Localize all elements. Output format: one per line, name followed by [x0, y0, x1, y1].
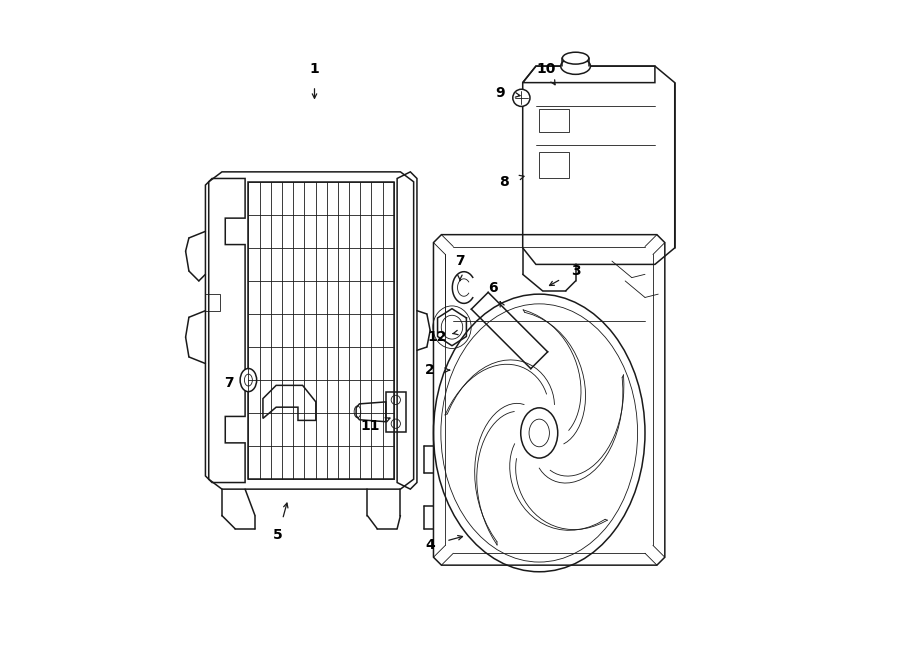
Text: 12: 12: [427, 330, 446, 344]
Text: 1: 1: [310, 62, 320, 77]
Text: 7: 7: [224, 376, 233, 391]
Text: 10: 10: [536, 62, 555, 77]
Circle shape: [513, 89, 530, 106]
Bar: [205, 294, 220, 311]
Text: 8: 8: [500, 175, 509, 189]
Bar: [539, 109, 569, 132]
Ellipse shape: [562, 52, 589, 64]
Text: 5: 5: [274, 528, 283, 543]
Ellipse shape: [240, 369, 256, 391]
Bar: [248, 182, 394, 479]
Ellipse shape: [561, 58, 590, 75]
Text: 3: 3: [571, 264, 580, 278]
Text: 4: 4: [426, 538, 435, 553]
Bar: [539, 152, 569, 178]
Text: 6: 6: [488, 280, 498, 295]
Text: 9: 9: [495, 85, 504, 100]
Text: 11: 11: [361, 419, 381, 434]
Text: 7: 7: [455, 254, 464, 268]
Text: 2: 2: [426, 363, 435, 377]
